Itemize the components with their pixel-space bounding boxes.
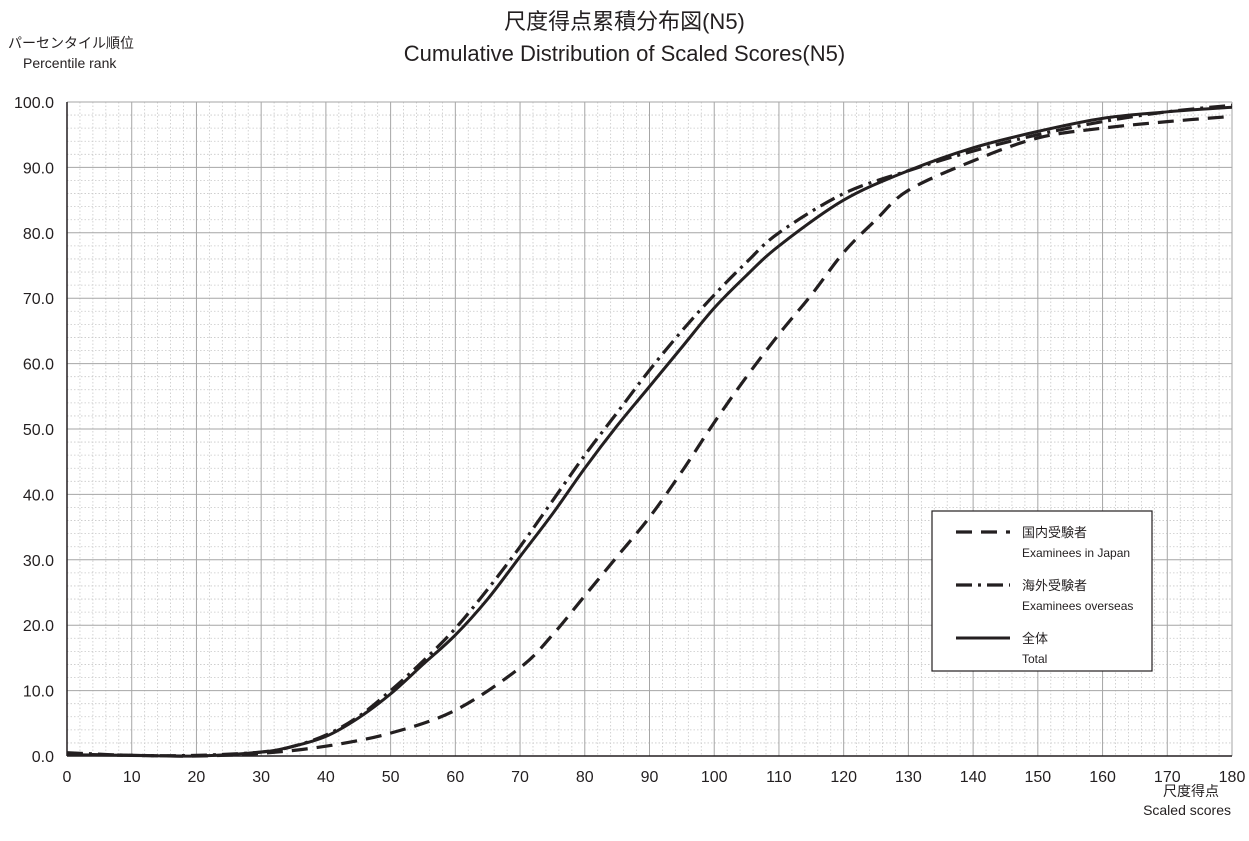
x-tick-label: 80	[576, 769, 594, 786]
x-tick-label: 20	[188, 769, 206, 786]
chart-title: 尺度得点累積分布図(N5)	[504, 9, 745, 34]
x-tick-label: 180	[1219, 769, 1246, 786]
y-tick-labels: 0.0 10.0 20.0 30.0 40.0 50.0 60.0 70.0 80.0 90.0 1…	[14, 95, 54, 766]
y-tick-label: 80.0	[23, 226, 54, 243]
legend-label-japan: 国内受験者	[1022, 525, 1087, 540]
series-line-japan	[66, 114, 1233, 758]
x-tick-label: 110	[766, 769, 792, 786]
y-axis-label: パーセンタイル順位	[8, 35, 134, 51]
legend-label-en-japan: Examinees in Japan	[1022, 546, 1130, 560]
x-tick-label: 150	[1024, 769, 1051, 786]
x-tick-label: 130	[895, 769, 922, 786]
x-tick-label: 160	[1089, 769, 1116, 786]
axes	[66, 102, 1232, 757]
x-tick-label: 90	[641, 769, 659, 786]
x-tick-label: 30	[252, 769, 270, 786]
x-tick-label: 40	[317, 769, 335, 786]
x-tick-label: 50	[382, 769, 400, 786]
y-tick-label: 0.0	[32, 749, 54, 766]
x-axis-label: 尺度得点	[1163, 783, 1219, 799]
series-lines	[66, 103, 1233, 758]
y-axis-label-en: Percentile rank	[23, 55, 117, 71]
legend-box	[931, 510, 1153, 672]
x-tick-labels: 0 10 20 30 40 50 60 70 80 90 100 110 120 130 140 150 160…	[63, 769, 1246, 786]
x-tick-label: 70	[511, 769, 529, 786]
y-tick-label: 10.0	[23, 684, 54, 701]
y-tick-label: 30.0	[23, 553, 54, 570]
y-tick-label: 100.0	[14, 95, 54, 112]
x-tick-label: 10	[123, 769, 141, 786]
x-tick-label: 60	[446, 769, 464, 786]
y-tick-label: 90.0	[23, 160, 54, 177]
x-tick-label: 100	[701, 769, 728, 786]
x-tick-label: 0	[63, 769, 72, 786]
series-line-total	[66, 105, 1233, 758]
y-tick-label: 20.0	[23, 618, 54, 635]
legend: 国内受験者 Examinees in Japan 海外受験者 Examinees ov…	[931, 510, 1153, 672]
y-tick-label: 60.0	[23, 357, 54, 374]
x-axis-label-en: Scaled scores	[1143, 802, 1231, 818]
legend-label-en-overseas: Examinees overseas	[1022, 599, 1133, 613]
legend-label-en-total: Total	[1022, 652, 1047, 666]
x-tick-label: 120	[830, 769, 857, 786]
x-tick-label: 170	[1154, 769, 1181, 786]
chart-subtitle: Cumulative Distribution of Scaled Scores…	[403, 41, 846, 66]
y-tick-label: 70.0	[23, 291, 54, 308]
legend-label-total: 全体	[1022, 631, 1048, 646]
y-tick-label: 40.0	[23, 487, 54, 504]
y-tick-label: 50.0	[23, 422, 54, 439]
x-tick-label: 140	[960, 769, 987, 786]
legend-label-overseas: 海外受験者	[1022, 578, 1087, 593]
